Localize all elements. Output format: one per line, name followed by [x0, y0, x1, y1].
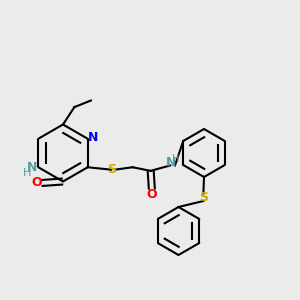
Text: N: N — [26, 161, 37, 174]
Text: O: O — [147, 188, 157, 201]
Text: S: S — [107, 163, 116, 176]
Text: N: N — [88, 131, 98, 144]
Text: S: S — [199, 191, 208, 204]
Text: N: N — [166, 156, 176, 169]
Text: O: O — [31, 176, 42, 190]
Text: H: H — [23, 168, 32, 178]
Text: H: H — [172, 154, 179, 164]
